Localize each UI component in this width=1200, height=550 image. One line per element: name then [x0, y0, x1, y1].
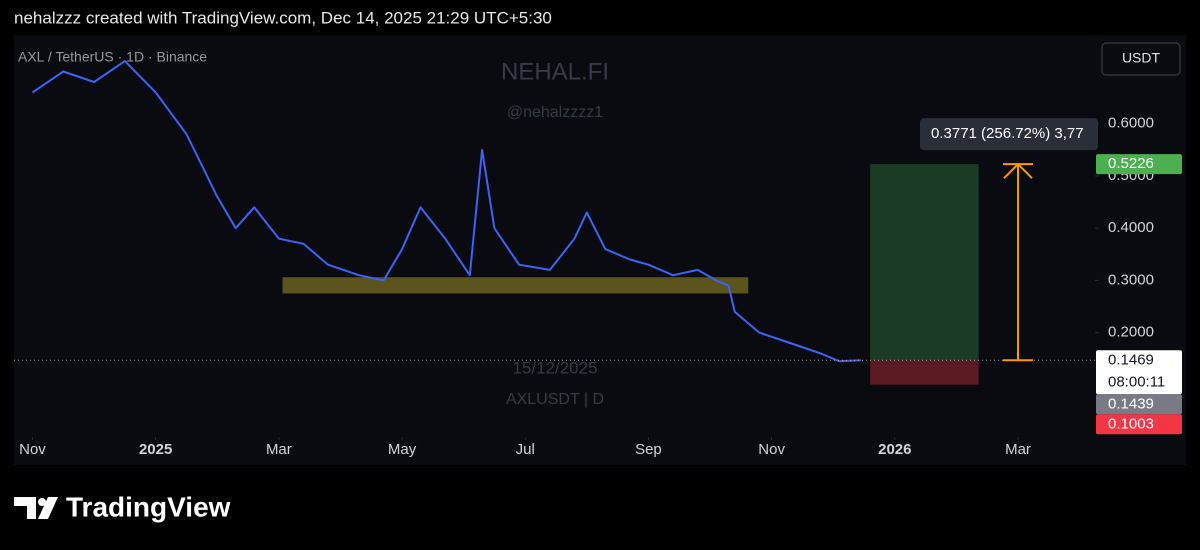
x-tick-label: Nov: [19, 441, 46, 458]
arrow-head: [1003, 162, 1033, 179]
x-tick-label: Mar: [1005, 441, 1031, 458]
support-zone: [282, 277, 749, 294]
credit: nehalzzz created with TradingView.com, D…: [14, 8, 552, 27]
y-tick-label: 0.4000: [1108, 219, 1154, 236]
watermark: @nehalzzzz1: [507, 104, 603, 121]
currency-button[interactable]: [1101, 42, 1181, 76]
y-tick-label: 0.2000: [1108, 324, 1154, 341]
x-tick-label: Sep: [635, 441, 662, 458]
price-label: 0.1439: [1108, 395, 1154, 412]
price-label-box: [1096, 350, 1182, 395]
logo-icon: [14, 497, 36, 519]
price-label: 0.1003: [1108, 415, 1154, 432]
price-label-box: [1096, 394, 1182, 415]
watermark: NEHAL.FI: [501, 58, 609, 85]
loss-zone: [870, 360, 979, 385]
logo-icon: [38, 497, 58, 519]
y-tick-label: 0.6000: [1108, 115, 1154, 132]
x-tick-label: Jul: [516, 441, 535, 458]
price-label: 0.1469: [1108, 351, 1154, 368]
x-tick-label: 2026: [878, 441, 911, 458]
y-tick-label: 0.3000: [1108, 271, 1154, 288]
x-tick-label: May: [388, 441, 417, 458]
profit-zone: [870, 164, 979, 361]
x-tick-label: Mar: [266, 441, 292, 458]
watermark: 15/12/2025: [512, 358, 597, 377]
brand-name: TradingView: [66, 491, 231, 522]
brand-logo: [14, 497, 58, 519]
plot: NEHAL.FI @nehalzzzz1 15/12/2025 AXLUSDT | D…: [14, 49, 1182, 458]
x-tick-label: Nov: [758, 441, 785, 458]
measure-label: 0.3771 (256.72%) 3,77: [931, 125, 1084, 142]
price-label-box: [1096, 414, 1182, 435]
symbol-legend: AXL / TetherUS · 1D · Binance: [18, 49, 207, 65]
chart-panel: [14, 35, 1186, 465]
watermark: AXLUSDT | D: [506, 391, 604, 408]
measure-label-box: [920, 118, 1098, 151]
price-label-box: [1096, 154, 1182, 175]
countdown: 08:00:11: [1108, 373, 1165, 390]
x-tick-label: 2025: [139, 441, 172, 458]
currency-label: USDT: [1122, 50, 1161, 66]
price-label: 0.5226: [1108, 155, 1154, 172]
price-line: [31, 60, 861, 363]
logo-icon: [38, 498, 46, 506]
